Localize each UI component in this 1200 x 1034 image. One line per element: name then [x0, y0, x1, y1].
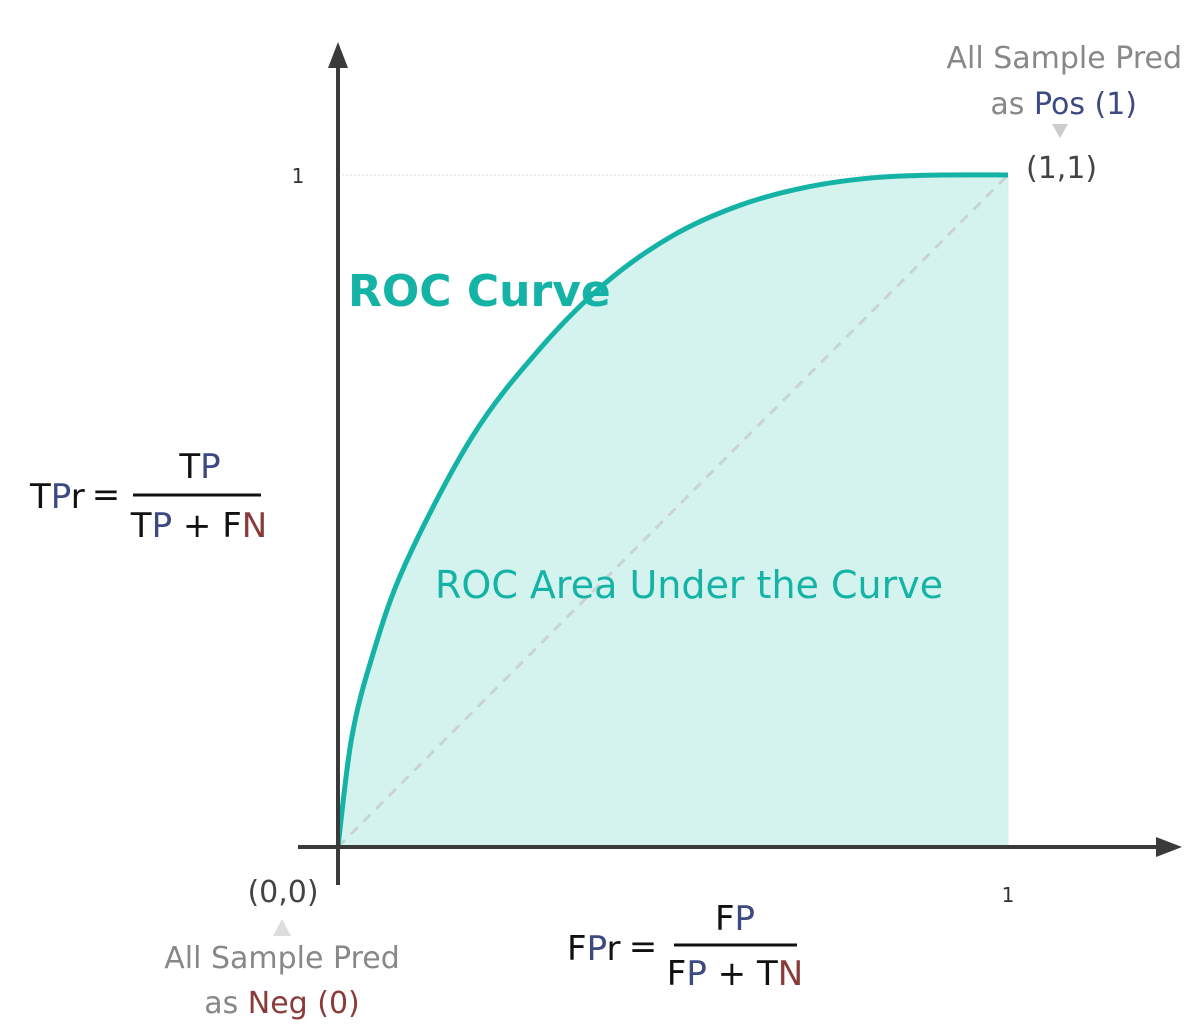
neg-note-line2: as Neg (0) [204, 986, 360, 1021]
neg-pointer-icon [273, 919, 291, 936]
x-axis-arrow-icon [1156, 837, 1182, 857]
pos-note-line2: as Pos (1) [990, 87, 1137, 122]
tpr-numerator: TP [178, 447, 220, 487]
chart-title: ROC Curve [348, 266, 611, 317]
pos-class-label: Pos (1) [1034, 87, 1137, 122]
y-tick-label: 1 [292, 164, 305, 188]
neg-note-line1: All Sample Pred [164, 941, 400, 976]
roc-curve-line [335, 172, 1009, 848]
pos-note-prefix: as [990, 87, 1034, 122]
random-classifier-diagonal [336, 173, 1010, 849]
point-1-1-label: (1,1) [1026, 151, 1097, 186]
x-tick-label: 1 [1002, 883, 1015, 907]
neg-note-prefix: as [204, 986, 248, 1021]
pos-note-line1: All Sample Pred [947, 41, 1183, 76]
tpr-denominator: TP + FN [130, 506, 267, 546]
tpr-equals: = [92, 475, 121, 515]
fpr-lhs: FPr [567, 929, 620, 969]
fpr-denominator: FP + TN [667, 954, 803, 994]
fpr-numerator: FP [715, 899, 755, 939]
point-0-0-label: (0,0) [247, 875, 318, 910]
tpr-lhs: TPr [29, 477, 85, 517]
pos-pointer-icon [1052, 124, 1068, 138]
fpr-equals: = [629, 927, 658, 967]
neg-class-label: Neg (0) [248, 986, 360, 1021]
y-axis-arrow-icon [328, 42, 348, 68]
area-label: ROC Area Under the Curve [435, 563, 943, 607]
